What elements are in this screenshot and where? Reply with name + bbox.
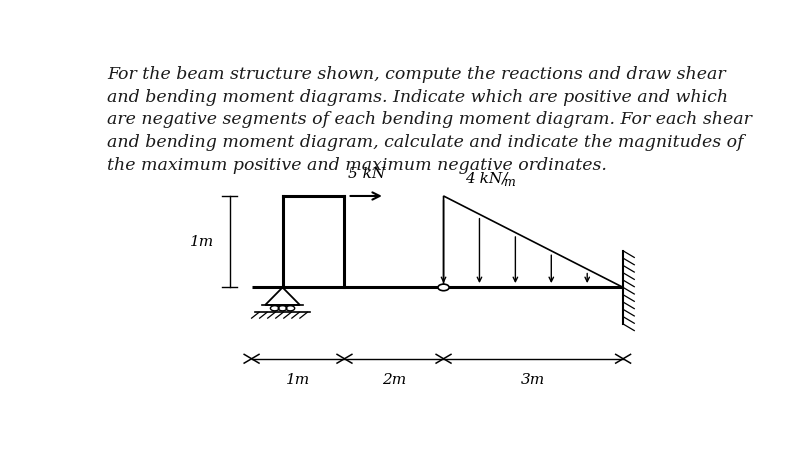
Text: are negative segments of each bending moment diagram. For each shear: are negative segments of each bending mo…	[107, 112, 752, 129]
Text: and bending moment diagrams. Indicate which are positive and which: and bending moment diagrams. Indicate wh…	[107, 89, 729, 106]
Text: 4 kN/: 4 kN/	[465, 171, 507, 185]
Text: and bending moment diagram, calculate and indicate the magnitudes of: and bending moment diagram, calculate an…	[107, 134, 744, 151]
Text: 2m: 2m	[382, 373, 406, 388]
Text: 3m: 3m	[521, 373, 546, 388]
Text: m: m	[503, 176, 515, 190]
Text: 1m: 1m	[286, 373, 310, 388]
Text: For the beam structure shown, compute the reactions and draw shear: For the beam structure shown, compute th…	[107, 66, 726, 83]
Text: 5 kN: 5 kN	[348, 167, 385, 181]
Circle shape	[438, 284, 449, 291]
Text: the maximum positive and maximum negative ordinates.: the maximum positive and maximum negativ…	[107, 157, 607, 174]
Text: 1m: 1m	[190, 235, 214, 249]
